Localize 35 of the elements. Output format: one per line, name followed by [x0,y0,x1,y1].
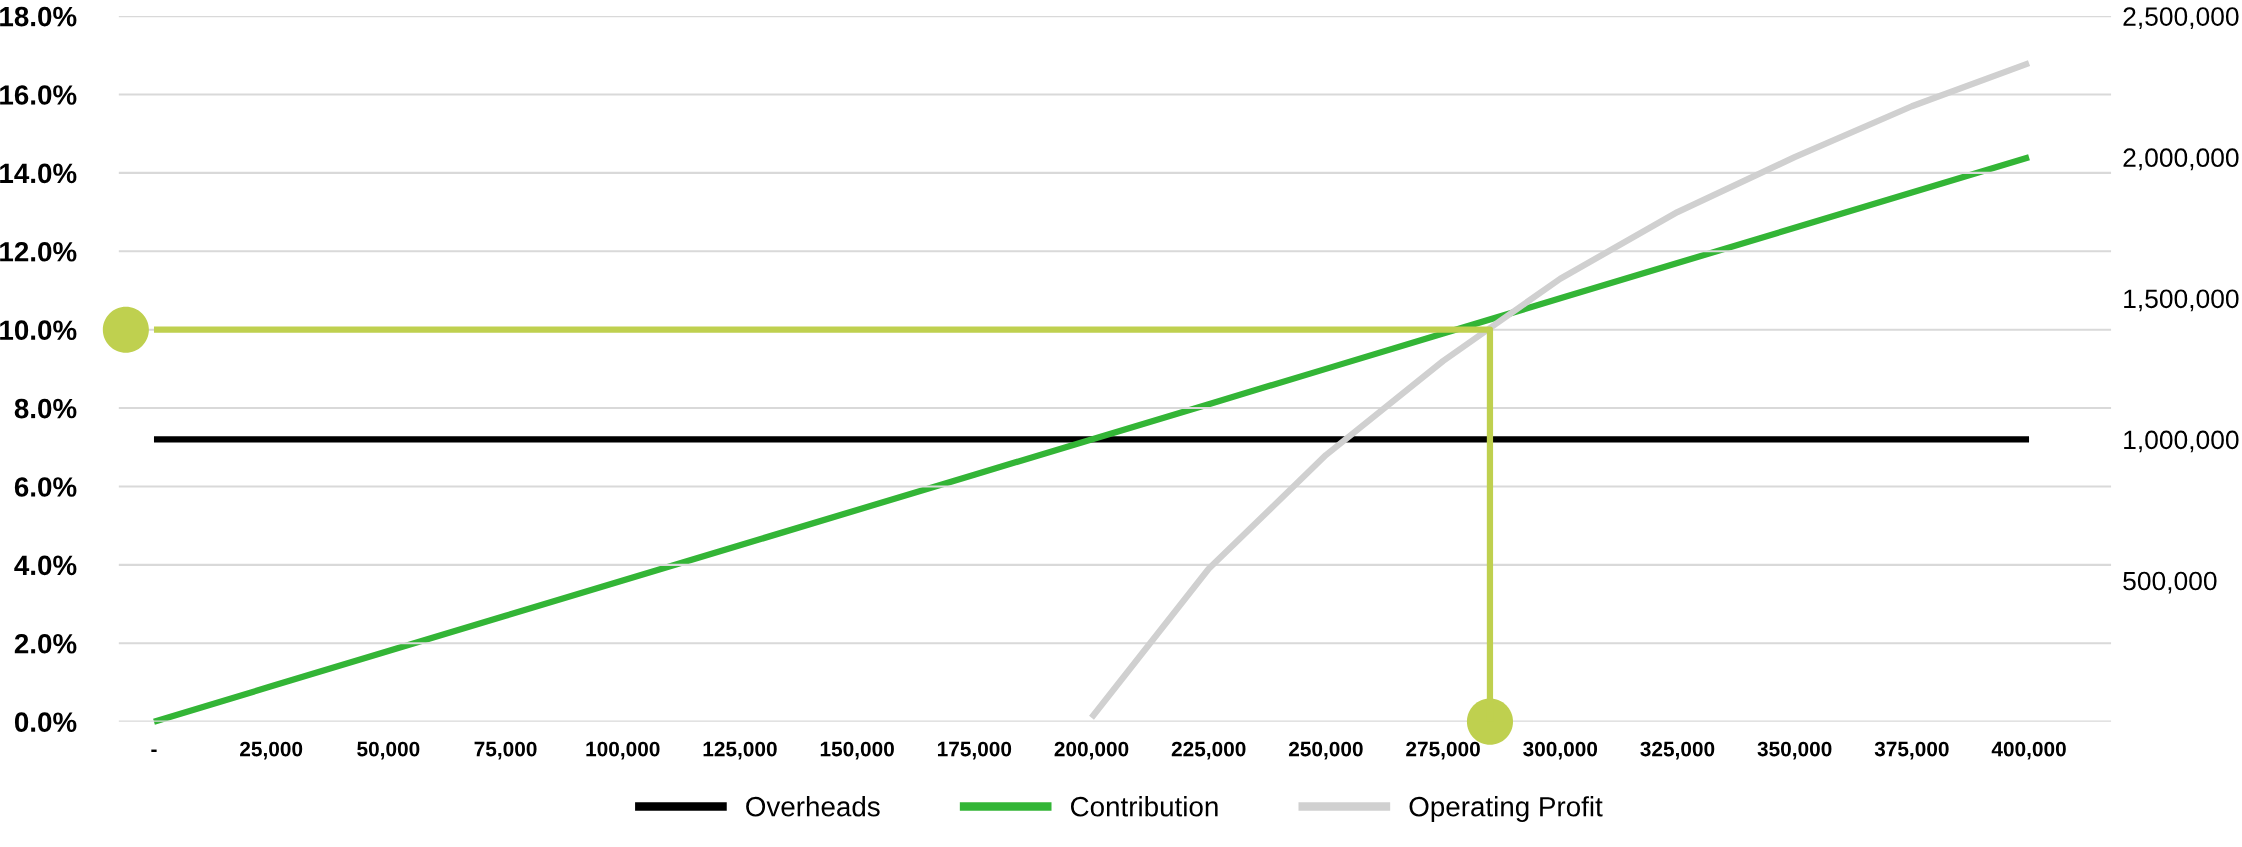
y2-tick-label: 1,000,000 [2124,430,2239,453]
x-tick-label: 375,000 [1874,741,1949,760]
x-tick-label: 150,000 [820,741,894,760]
y-tick-label: 6.0% [14,477,77,497]
y-tick-label: 0.0% [14,712,77,732]
y-tick-label: 8.0% [14,398,77,419]
y2-tick-label: 2,000,000 [2123,148,2239,171]
y-tick-label: 18.0% [0,6,77,27]
legend-label: Operating Profit [1409,796,1603,822]
legend-label: Overheads [746,796,880,817]
y-tick-label: 16.0% [0,85,77,105]
x-tick-label: 225,000 [1171,741,1246,760]
y-tick-label: 10.0% [0,320,77,341]
x-tick-label: 100,000 [586,741,660,760]
x-tick-label: 50,000 [357,741,420,760]
x-tick-label: 25,000 [240,741,303,760]
x-tick-label: 200,000 [1054,741,1129,760]
x-tick-label: 350,000 [1757,741,1832,760]
y-tick-label: 2.0% [14,633,77,654]
x-tick-label: 75,000 [474,741,537,760]
y-tick-label: 12.0% [0,241,77,262]
x-tick-label: 400,000 [1991,741,2066,760]
x-tick-label: 175,000 [937,741,1012,760]
x-tick-label: 125,000 [703,741,777,760]
y2-tick-label: 2,500,000 [2123,7,2239,30]
y2-tick-label: 500,000 [2123,571,2217,594]
x-tick-label: 300,000 [1523,741,1598,760]
x-tick-label: 325,000 [1640,741,1715,760]
legend-label: Contribution [1070,796,1218,817]
y-tick-label: 4.0% [14,555,77,576]
x-tick-label: 275,000 [1406,741,1480,760]
y-tick-label: 14.0% [0,163,77,184]
y2-tick-label: 1,500,000 [2124,289,2239,312]
x-tick-label: - [151,749,157,753]
x-tick-label: 250,000 [1288,741,1363,760]
